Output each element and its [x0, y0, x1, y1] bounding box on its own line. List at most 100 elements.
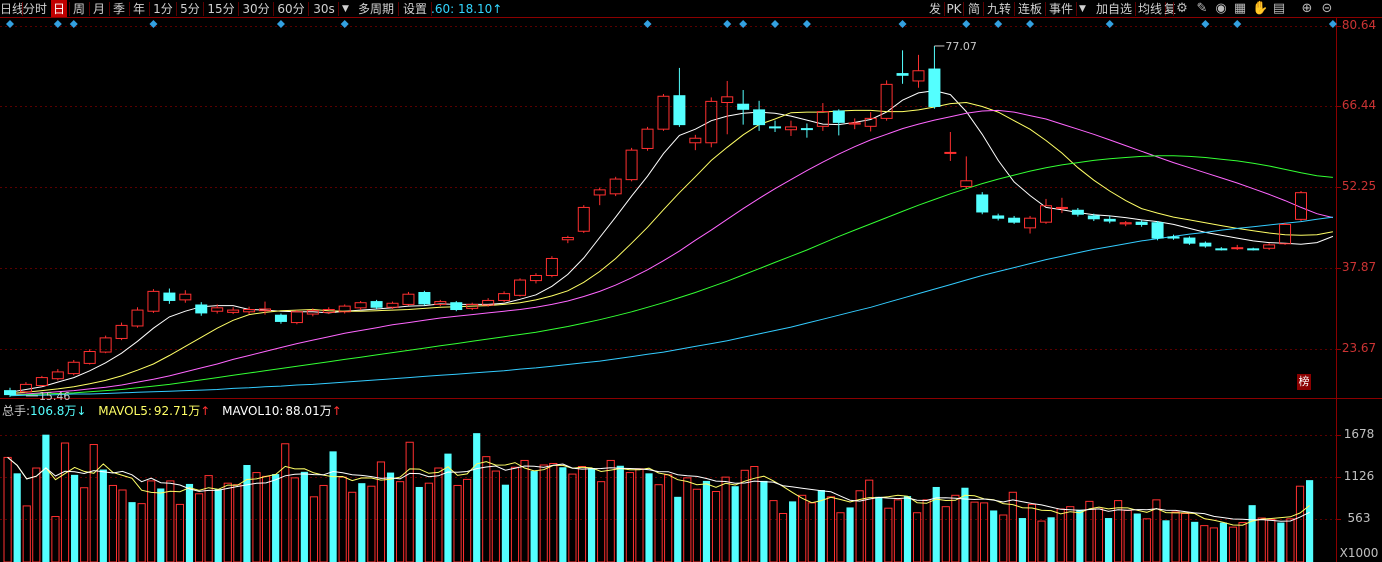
- candle[interactable]: [689, 134, 702, 151]
- candle[interactable]: [99, 335, 112, 354]
- event-marker[interactable]: [1328, 20, 1337, 28]
- event-marker[interactable]: [643, 20, 652, 28]
- candle[interactable]: [928, 45, 941, 109]
- candle[interactable]: [769, 120, 782, 132]
- candle[interactable]: [529, 273, 542, 284]
- candle[interactable]: [1199, 241, 1212, 248]
- candle[interactable]: [593, 187, 606, 206]
- volume-bar[interactable]: [789, 501, 797, 562]
- volume-bar[interactable]: [1066, 506, 1075, 562]
- volume-bar[interactable]: [415, 486, 423, 562]
- volume-bar[interactable]: [1267, 519, 1276, 562]
- event-marker[interactable]: [898, 20, 907, 28]
- volume-bar[interactable]: [434, 467, 443, 562]
- candle[interactable]: [944, 132, 957, 161]
- volume-bar[interactable]: [1295, 485, 1305, 562]
- volume-bar[interactable]: [855, 490, 864, 562]
- volume-bar[interactable]: [769, 500, 778, 562]
- volume-bar[interactable]: [587, 468, 596, 562]
- event-marker[interactable]: [802, 20, 811, 28]
- event-marker[interactable]: [1233, 20, 1242, 28]
- candle[interactable]: [673, 67, 686, 127]
- volume-bar[interactable]: [1152, 499, 1161, 562]
- candle[interactable]: [1039, 198, 1052, 224]
- volume-bar[interactable]: [836, 512, 845, 562]
- volume-bar[interactable]: [32, 467, 41, 562]
- volume-bar[interactable]: [405, 441, 414, 562]
- candle[interactable]: [816, 103, 829, 131]
- volume-bar[interactable]: [214, 489, 222, 562]
- candle[interactable]: [1263, 243, 1276, 250]
- volume-bar[interactable]: [1114, 500, 1123, 562]
- event-marker[interactable]: [53, 20, 62, 28]
- volume-bar[interactable]: [1123, 509, 1132, 562]
- volume-bar[interactable]: [549, 462, 558, 562]
- tool-button-0[interactable]: 发: [928, 2, 941, 16]
- volume-bar[interactable]: [798, 494, 807, 562]
- tool-button-2[interactable]: 简: [967, 2, 980, 16]
- candle[interactable]: [1071, 208, 1084, 217]
- period-tab-2[interactable]: 日: [51, 0, 67, 18]
- event-marker[interactable]: [1026, 20, 1035, 28]
- event-marker[interactable]: [994, 20, 1003, 28]
- event-marker[interactable]: [962, 20, 971, 28]
- volume-bar[interactable]: [922, 499, 931, 562]
- period-tab-7[interactable]: 1分: [153, 2, 173, 16]
- volume-bar[interactable]: [42, 434, 50, 562]
- candle[interactable]: [976, 192, 989, 215]
- volume-bar[interactable]: [1018, 518, 1026, 562]
- candle[interactable]: [402, 291, 415, 306]
- candle[interactable]: [482, 298, 495, 307]
- event-marker[interactable]: [276, 20, 285, 28]
- volume-bar[interactable]: [60, 442, 70, 562]
- candle[interactable]: [1135, 220, 1148, 227]
- period-tab-5[interactable]: 季: [112, 2, 125, 16]
- volume-bar[interactable]: [223, 482, 232, 562]
- candle[interactable]: [179, 290, 192, 303]
- volume-bar[interactable]: [166, 480, 175, 562]
- candle[interactable]: [1103, 215, 1116, 224]
- candle[interactable]: [800, 123, 813, 138]
- volume-bar[interactable]: [99, 469, 107, 562]
- volume-bar[interactable]: [272, 474, 280, 562]
- eye-icon[interactable]: ◉: [1215, 1, 1227, 16]
- volume-bar[interactable]: [606, 459, 615, 562]
- volume-bar[interactable]: [597, 481, 606, 562]
- candle[interactable]: [211, 304, 224, 314]
- volume-bar[interactable]: [990, 510, 998, 562]
- grid-icon[interactable]: ▦: [1233, 1, 1247, 16]
- candle[interactable]: [721, 80, 734, 135]
- candle[interactable]: [227, 307, 240, 315]
- tool-button-5[interactable]: 事件: [1048, 2, 1073, 16]
- candle[interactable]: [4, 387, 16, 397]
- volume-bar[interactable]: [13, 473, 21, 562]
- volume-bar[interactable]: [1248, 505, 1256, 562]
- candle[interactable]: [1295, 190, 1307, 222]
- candle[interactable]: [737, 90, 750, 125]
- volume-bar[interactable]: [376, 461, 386, 562]
- hand-icon[interactable]: ✋: [1252, 1, 1269, 16]
- volume-bar[interactable]: [778, 512, 788, 562]
- volume-bar[interactable]: [1286, 518, 1295, 562]
- volume-bar[interactable]: [501, 484, 510, 562]
- candle[interactable]: [306, 308, 319, 317]
- volume-bar[interactable]: [1306, 480, 1314, 562]
- event-marker[interactable]: [69, 20, 78, 28]
- volume-bar[interactable]: [645, 473, 653, 562]
- volume-bar[interactable]: [1228, 526, 1238, 562]
- candle[interactable]: [322, 307, 335, 315]
- period-tab-6[interactable]: 年: [132, 2, 145, 16]
- volume-bar[interactable]: [1277, 522, 1285, 562]
- period-tab-12[interactable]: 30s: [313, 2, 335, 16]
- candle[interactable]: [1008, 215, 1021, 224]
- volume-bar[interactable]: [473, 433, 481, 562]
- event-dropdown-icon[interactable]: ▼: [1079, 4, 1086, 14]
- volume-bar[interactable]: [300, 471, 308, 562]
- volume-bar[interactable]: [147, 480, 156, 562]
- volume-bar[interactable]: [1027, 503, 1037, 562]
- candle[interactable]: [609, 176, 622, 197]
- volume-bar[interactable]: [453, 484, 462, 562]
- volume-bar[interactable]: [711, 491, 721, 562]
- event-marker[interactable]: [771, 20, 780, 28]
- volume-bar[interactable]: [128, 502, 136, 562]
